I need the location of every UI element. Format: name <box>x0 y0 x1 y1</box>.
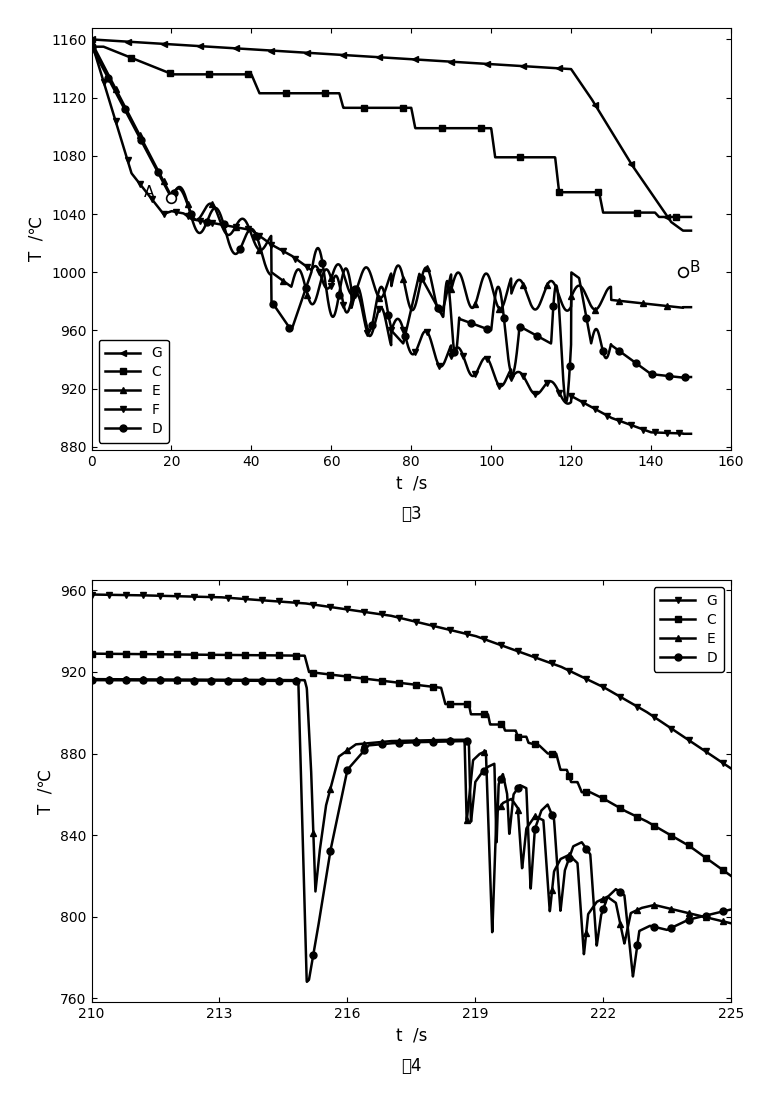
C <box>714 860 723 873</box>
Line: D: D <box>88 43 695 405</box>
Line: E: E <box>88 38 695 315</box>
D <box>87 673 96 686</box>
G <box>363 49 372 63</box>
D <box>669 370 679 383</box>
C <box>559 186 568 199</box>
D <box>669 370 679 383</box>
D <box>726 903 736 916</box>
D <box>559 378 568 391</box>
Text: 图4: 图4 <box>401 1057 422 1075</box>
D <box>562 395 571 408</box>
E <box>117 94 127 108</box>
G <box>198 591 207 604</box>
Line: F: F <box>88 38 695 437</box>
C <box>686 211 696 224</box>
E <box>714 914 723 927</box>
C <box>87 647 96 660</box>
D <box>160 674 169 687</box>
G <box>378 51 388 64</box>
Y-axis label: T  /℃: T /℃ <box>36 769 55 814</box>
E <box>363 261 372 274</box>
Line: C: C <box>88 650 734 879</box>
X-axis label: t  /s: t /s <box>395 474 427 492</box>
Legend: G, C, E, D: G, C, E, D <box>654 587 724 672</box>
D <box>714 906 723 919</box>
E <box>686 301 696 314</box>
G <box>686 224 696 237</box>
C <box>117 47 127 60</box>
C <box>160 648 169 661</box>
E <box>669 300 679 313</box>
C <box>363 101 372 114</box>
Y-axis label: T  /℃: T /℃ <box>28 216 46 261</box>
Text: 图3: 图3 <box>401 505 422 523</box>
D <box>645 919 655 932</box>
D <box>332 813 341 826</box>
E <box>645 899 655 912</box>
Line: G: G <box>88 591 734 772</box>
E <box>669 300 679 313</box>
X-axis label: t  /s: t /s <box>395 1027 427 1044</box>
F <box>559 394 568 407</box>
E <box>87 673 96 686</box>
Legend: G, C, E, F, D: G, C, E, F, D <box>99 339 169 442</box>
G <box>87 587 96 601</box>
C <box>645 817 654 830</box>
G <box>160 590 169 603</box>
F <box>679 427 688 440</box>
F <box>378 304 388 317</box>
G <box>669 217 679 231</box>
E <box>198 673 207 686</box>
Text: B: B <box>689 260 699 276</box>
F <box>117 136 127 149</box>
D <box>686 370 696 383</box>
E <box>332 758 341 771</box>
D <box>117 98 127 111</box>
D <box>87 41 96 54</box>
D <box>360 743 369 757</box>
C <box>669 211 679 224</box>
G <box>360 605 369 618</box>
D <box>378 282 388 295</box>
E <box>360 737 369 750</box>
G <box>87 33 96 46</box>
C <box>332 669 341 682</box>
C <box>726 870 736 883</box>
G <box>669 217 678 231</box>
Line: C: C <box>88 43 695 221</box>
Line: D: D <box>88 676 734 985</box>
G <box>714 753 723 766</box>
D <box>198 674 207 687</box>
F <box>669 426 678 439</box>
E <box>559 301 568 314</box>
F <box>686 427 696 440</box>
E <box>378 289 388 302</box>
D <box>303 975 312 988</box>
D <box>363 321 372 334</box>
G <box>645 707 654 720</box>
E <box>579 948 588 961</box>
E <box>87 36 96 49</box>
Line: G: G <box>88 36 695 234</box>
E <box>160 673 169 686</box>
C <box>360 672 369 685</box>
F <box>363 325 372 338</box>
C <box>87 41 96 54</box>
G <box>332 602 341 615</box>
G <box>559 63 568 76</box>
Line: E: E <box>88 675 734 957</box>
Text: A: A <box>144 184 154 200</box>
G <box>117 35 127 48</box>
G <box>679 224 688 237</box>
C <box>378 101 388 114</box>
C <box>198 648 207 661</box>
E <box>726 917 736 930</box>
C <box>655 211 664 224</box>
G <box>726 762 736 775</box>
C <box>669 211 679 224</box>
E <box>435 305 445 318</box>
F <box>669 426 679 439</box>
F <box>87 36 96 49</box>
